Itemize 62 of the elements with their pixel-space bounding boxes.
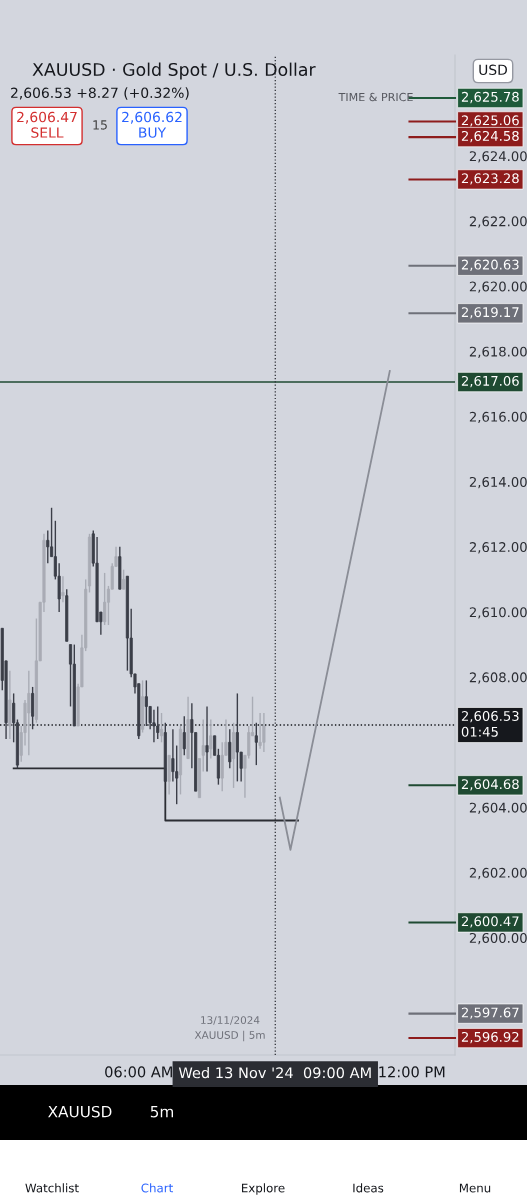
y-tick-label: 2,604.00: [469, 802, 527, 814]
candlestick: [61, 575, 65, 603]
y-tick-label: 2,616.00: [469, 411, 527, 424]
candlestick: [182, 715, 186, 757]
candlestick: [235, 692, 239, 783]
candlestick: [205, 705, 209, 773]
candlestick: [228, 728, 232, 770]
ref-line-label: 2,600.47: [461, 916, 519, 928]
text: Chart: [141, 1183, 173, 1193]
candlestick: [152, 709, 156, 743]
annotation: XAUUSD | 5m: [194, 1030, 265, 1042]
x-tick-label: 06:00 AM: [105, 1066, 172, 1078]
candlestick: [254, 722, 258, 766]
text: Menu: [459, 1183, 491, 1193]
ref-line-label: 2,597.67: [461, 1007, 519, 1019]
y-tick-label: 2,612.00: [469, 542, 527, 554]
candlestick: [209, 718, 213, 760]
candlestick: [27, 669, 31, 757]
ref-line-label: 2,596.92: [461, 1031, 519, 1044]
ref-line-label: 2,625.78: [461, 91, 519, 104]
ref-line-label: 2,619.17: [461, 307, 519, 319]
text: USD: [479, 64, 508, 76]
text: XAUUSD: [48, 1105, 112, 1118]
y-tick-label: 2,608.00: [469, 672, 527, 684]
ref-line-label: 2,604.68: [461, 779, 519, 791]
y-tick-label: 2,600.00: [469, 932, 527, 945]
chart-title: XAUUSD · Gold Spot / U.S. Dollar: [32, 62, 316, 80]
text: 2,606.53 +8.27 (+0.32%): [11, 87, 189, 100]
y-tick-label: 2,622.00: [469, 216, 527, 228]
y-tick-label: 2,602.00: [469, 867, 527, 880]
text: Watchlist: [25, 1183, 79, 1193]
annotation: 2,606.47 SELL: [17, 111, 77, 138]
ref-line-label: 2,624.58: [461, 130, 519, 143]
text: Ideas: [353, 1183, 384, 1193]
candlestick: [122, 568, 126, 590]
candlestick: [201, 718, 205, 773]
candlestick: [220, 741, 224, 792]
y-tick-label: 2,618.00: [469, 346, 527, 358]
y-tick-label: 2,620.00: [469, 281, 527, 293]
candlestick: [156, 705, 160, 740]
candlestick: [103, 572, 107, 626]
annotation: 2,606.62 BUY: [122, 111, 182, 138]
y-tick-label: 2,610.00: [469, 607, 527, 619]
candlestick: [262, 712, 266, 753]
ref-line-label: 2,617.06: [461, 375, 519, 388]
text: Explore: [242, 1183, 285, 1195]
y-tick-label: 2,624.00: [469, 151, 527, 163]
ref-line-label: 2,625.06: [461, 115, 519, 127]
x-tick-label: 12:00 PM: [379, 1066, 445, 1078]
ref-line-label: Wed 13 Nov '24 09:00 AM: [178, 1067, 371, 1079]
annotation: TIME & PRICE: [338, 92, 413, 102]
ref-line-label: 2,620.63: [461, 259, 519, 271]
text: 5m: [150, 1106, 173, 1118]
ref-line-label: 2,606.53 01:45: [461, 710, 519, 737]
ref-line-label: 2,623.28: [461, 173, 519, 185]
candlestick: [159, 712, 164, 743]
candlestick: [31, 686, 35, 730]
candlestick: [144, 679, 148, 727]
annotation: 15: [93, 120, 107, 130]
candlestick: [258, 712, 262, 750]
y-tick-label: 2,614.00: [469, 476, 527, 489]
annotation: 13/11/2024: [201, 1016, 260, 1025]
